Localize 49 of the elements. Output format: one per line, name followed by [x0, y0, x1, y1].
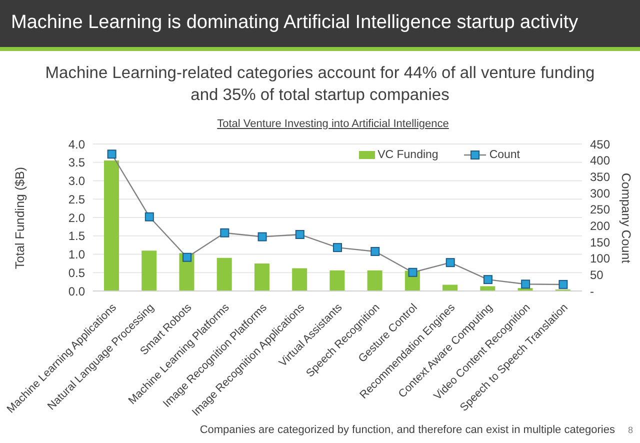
y-tick-label: 0.5	[68, 266, 86, 280]
point	[295, 230, 304, 239]
bar	[254, 263, 270, 291]
legend-label: Count	[489, 149, 520, 161]
point	[408, 268, 418, 277]
bar	[367, 270, 382, 291]
point	[333, 243, 342, 252]
y2-tick-label: 150	[590, 235, 610, 250]
y2-tick-label: 100	[590, 252, 610, 266]
y-tick-label: 3.0	[68, 174, 86, 188]
bar	[480, 286, 496, 291]
y-tick-label: 2.5	[68, 192, 86, 206]
bar	[142, 250, 157, 291]
y2-tick-label: 200	[590, 218, 610, 233]
y-axis-title: Total Funding ($B)	[13, 166, 27, 269]
y2-tick-label: 450	[590, 137, 610, 152]
point	[107, 150, 116, 159]
bar	[216, 258, 232, 291]
text: 8	[628, 425, 633, 435]
y-tick-label: 0.0	[68, 284, 86, 298]
point	[521, 280, 530, 289]
y2-tick-label: 50	[590, 268, 604, 282]
point	[483, 275, 492, 284]
y2-tick-label: 400	[590, 154, 610, 168]
y2-tick-label: 350	[590, 170, 610, 184]
bar	[330, 270, 345, 291]
y-tick-label: 1.5	[68, 229, 86, 244]
point	[258, 232, 267, 242]
point	[182, 252, 192, 262]
bar	[292, 268, 308, 291]
y-tick-label: 3.5	[68, 156, 86, 170]
y2-tick-label: -	[590, 284, 594, 298]
text: Companies are categorized by function, and therefore can exist in multiple categories	[200, 424, 615, 436]
y2-tick-label: 300	[590, 186, 610, 200]
text: Total Venture Investing into Artificial Intelligence	[216, 118, 450, 130]
chart-subtitle: Machine Learning-related categories account for 44% of all venture funding and 35% of total startup companies	[44, 63, 596, 106]
bar	[104, 160, 119, 291]
y2-axis-title: Company Count	[619, 172, 633, 263]
point	[370, 246, 380, 256]
y-tick-label: 4.0	[68, 137, 86, 152]
legend-label: VC Funding	[378, 149, 438, 161]
point	[220, 228, 230, 238]
y-tick-label: 1.0	[68, 248, 86, 262]
point	[446, 258, 455, 268]
y2-tick-label: 250	[590, 202, 610, 217]
point	[144, 212, 154, 222]
chart-title: Machine Learning is dominating Artificial Intelligence startup activity	[11, 12, 578, 34]
point	[558, 280, 568, 289]
y-tick-label: 2.0	[68, 210, 86, 225]
